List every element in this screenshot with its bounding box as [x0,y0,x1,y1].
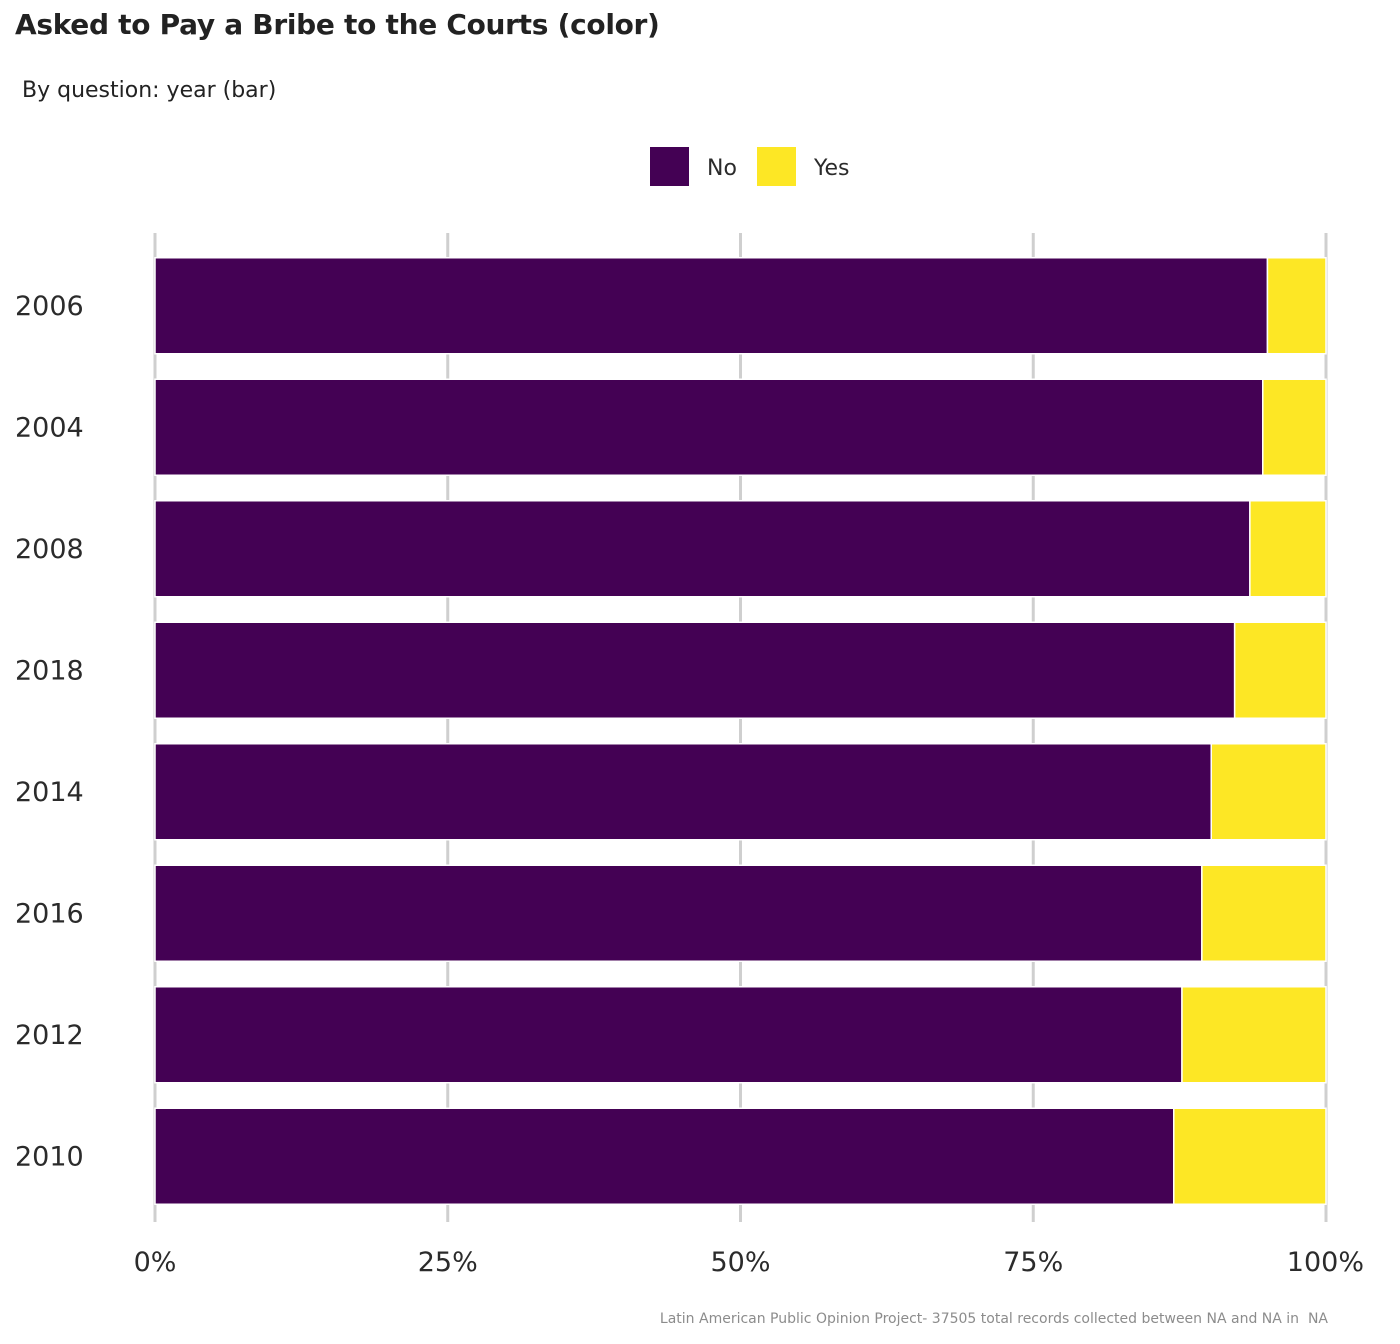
chart-subtitle: By question: year (bar) [22,78,277,103]
legend-swatch-no [650,147,689,186]
x-axis: 0% 25% 50% 75% 100% [134,1247,1364,1278]
bar-2008-no [154,500,1251,598]
x-tick-label-1: 25% [418,1247,478,1278]
bar-2006-yes [1266,257,1327,355]
y-tick-label-2004: 2004 [15,412,84,443]
y-tick-label-2014: 2014 [15,777,84,808]
y-tick-label-2016: 2016 [15,898,84,929]
bar-2004-no [154,378,1264,476]
y-tick-label-2010: 2010 [15,1141,84,1172]
y-tick-label-2018: 2018 [15,655,84,686]
y-tick-label-2006: 2006 [15,291,84,322]
bar-2014-yes [1210,743,1327,841]
bar-2010-no [154,1107,1175,1205]
y-tick-label-2012: 2012 [15,1020,84,1051]
bar-2008-yes [1249,500,1327,598]
bar-2016-yes [1201,864,1327,962]
x-tick-label-4: 100% [1287,1247,1364,1278]
x-tick-label-3: 75% [1003,1247,1063,1278]
bars [154,257,1327,1205]
legend-swatch-yes [757,147,796,186]
bar-2006-no [154,257,1269,355]
y-axis: 2006 2004 2008 2018 2014 2016 2012 2010 [15,291,84,1173]
bar-2012-yes [1181,986,1327,1084]
legend-label-yes: Yes [813,156,850,181]
legend-label-no: No [707,156,737,181]
bar-2016-no [154,864,1203,962]
bar-2004-yes [1262,378,1327,476]
chart-title: Asked to Pay a Bribe to the Courts (colo… [15,8,660,41]
bar-2014-no [154,743,1212,841]
legend: No Yes [650,147,850,186]
bar-2010-yes [1173,1107,1327,1205]
bar-2012-no [154,986,1183,1084]
bar-2018-no [154,621,1236,719]
y-tick-label-2008: 2008 [15,534,84,565]
x-tick-label-0: 0% [134,1247,177,1278]
x-tick-label-2: 50% [710,1247,770,1278]
bar-2018-yes [1233,621,1327,719]
chart-caption: Latin American Public Opinion Project- 3… [659,1311,1328,1327]
